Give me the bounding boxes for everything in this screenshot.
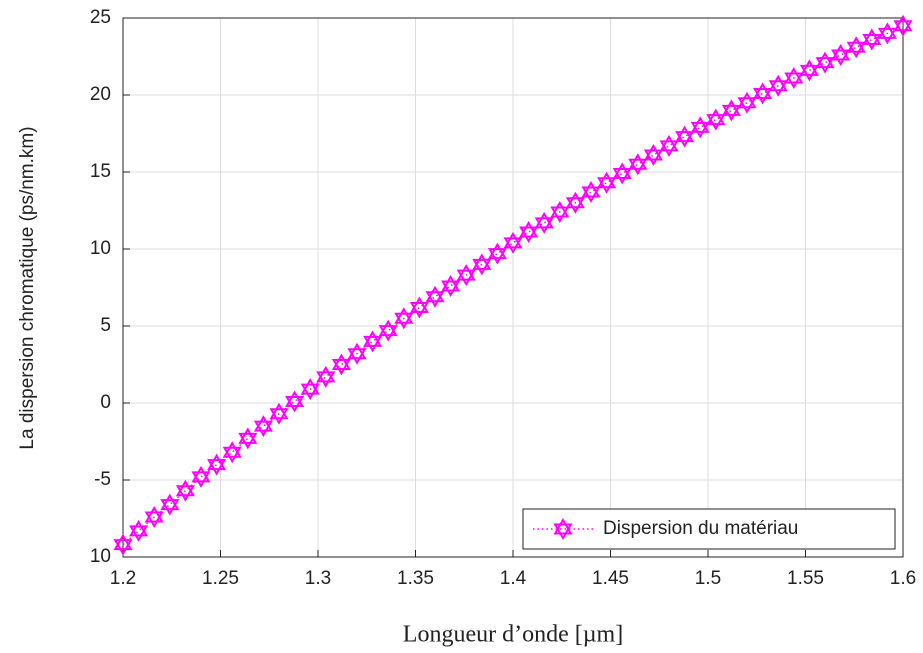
marker [441, 274, 461, 297]
marker [300, 378, 320, 401]
marker [706, 108, 726, 131]
marker [285, 390, 305, 413]
marker [316, 365, 336, 388]
marker [113, 533, 133, 556]
marker [347, 342, 367, 365]
marker [238, 427, 258, 450]
marker [597, 171, 617, 194]
marker [877, 22, 897, 45]
y-tick-label: 10 [90, 546, 111, 567]
marker [628, 153, 648, 176]
marker [222, 441, 242, 464]
marker [784, 67, 804, 90]
y-tick-label: 5 [100, 315, 111, 336]
marker [207, 453, 227, 476]
x-tick-label: 1.2 [110, 568, 136, 589]
marker [378, 319, 398, 342]
x-axis-label: Longueur d’onde [µm] [403, 622, 623, 648]
marker [893, 14, 913, 37]
marker [737, 91, 757, 114]
y-tick-label: 15 [90, 161, 111, 182]
marker [550, 201, 570, 224]
marker [768, 74, 788, 97]
x-tick-label: 1.35 [397, 568, 434, 589]
marker [503, 231, 523, 254]
y-tick-label: -5 [94, 469, 111, 490]
marker [659, 134, 679, 157]
marker [456, 264, 476, 287]
y-tick-label: 10 [90, 238, 111, 259]
marker [472, 253, 492, 276]
marker [721, 99, 741, 122]
marker [643, 144, 663, 167]
marker [144, 505, 164, 528]
y-tick-label: 0 [100, 392, 111, 413]
x-tick-label: 1.3 [305, 568, 331, 589]
legend-box [522, 508, 896, 550]
marker [815, 51, 835, 74]
marker [425, 285, 445, 308]
marker [862, 28, 882, 51]
marker [831, 43, 851, 66]
marker [409, 296, 429, 319]
marker [690, 116, 710, 139]
y-axis-label: La dispersion chromatique (ps/nm.km) [17, 126, 38, 449]
marker [519, 221, 539, 244]
marker [487, 242, 507, 265]
y-tick-label: 25 [90, 7, 111, 28]
legend: Dispersion du matériau [522, 508, 896, 550]
x-tick-label: 1.25 [202, 568, 239, 589]
marker [394, 307, 414, 330]
marker [363, 330, 383, 353]
marker [565, 191, 585, 214]
marker [269, 402, 289, 425]
marker [799, 59, 819, 82]
marker [253, 415, 273, 438]
y-tick-label: 20 [90, 84, 111, 105]
x-tick-label: 1.6 [890, 568, 916, 589]
x-tick-label: 1.4 [500, 568, 527, 589]
marker [753, 82, 773, 105]
marker [331, 353, 351, 376]
legend-marker [553, 517, 573, 541]
x-tick-label: 1.5 [695, 568, 721, 589]
marker [846, 36, 866, 59]
marker [175, 479, 195, 502]
x-tick-label: 1.55 [787, 568, 824, 589]
marker [612, 162, 632, 185]
axes-box [122, 17, 904, 558]
legend-label: Dispersion du matériau [603, 518, 798, 539]
x-tick-label: 1.45 [592, 568, 629, 589]
marker [581, 181, 601, 204]
marker [675, 125, 695, 148]
marker [534, 211, 554, 234]
marker [129, 519, 149, 542]
marker [191, 465, 211, 488]
marker [160, 493, 180, 516]
